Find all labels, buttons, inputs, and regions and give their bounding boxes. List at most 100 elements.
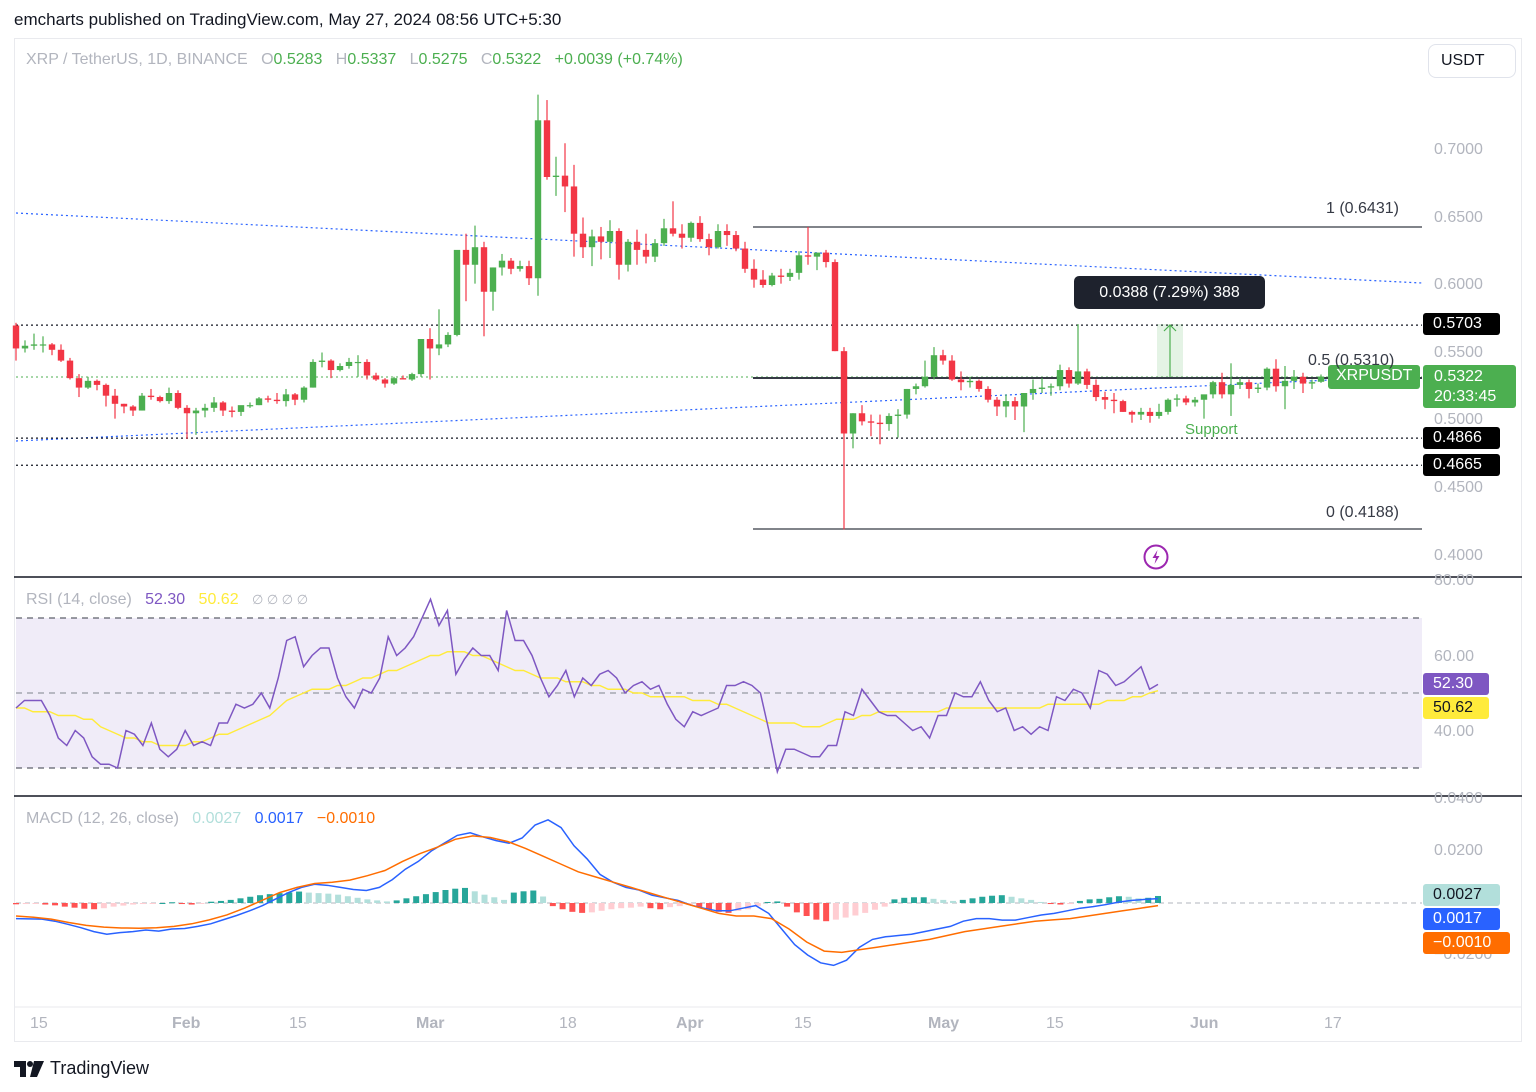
macd-histogram-bar [208, 901, 215, 903]
price-tick: 0.6500 [1434, 209, 1483, 226]
macd-line [15, 818, 1159, 967]
macd-histogram-bar [296, 891, 303, 903]
candle-body [741, 248, 749, 269]
rsi-value: 52.30 [145, 591, 186, 608]
macd-histogram-bar [1096, 898, 1103, 903]
candle-body [1191, 399, 1199, 403]
candle-body [579, 233, 587, 248]
candle-body [939, 355, 947, 361]
candle-body [984, 388, 992, 400]
macd-histogram-bar [725, 903, 732, 913]
candle-body [1164, 399, 1172, 412]
symbol-title: XRP / TetherUS, 1D, BINANCE [26, 51, 248, 68]
macd-histogram-bar [666, 903, 673, 908]
close-value: 0.5322 [492, 51, 542, 68]
candle-body [507, 260, 515, 269]
candle-body [48, 344, 56, 350]
macd-histogram-bar [393, 900, 400, 903]
macd-histogram-bar [501, 899, 508, 903]
candle-body [561, 175, 569, 187]
candle-body [597, 236, 605, 242]
macd-histogram-bar [81, 903, 88, 909]
candle-body [1227, 384, 1235, 395]
macd-histogram-bar [1008, 896, 1015, 903]
candle-body [534, 120, 542, 279]
candle-body [1254, 387, 1262, 389]
lightning-icon[interactable] [1143, 544, 1169, 570]
time-axis-label: Feb [172, 1015, 201, 1032]
macd-histogram-bar [901, 897, 908, 903]
macd-histogram-bar [569, 903, 576, 912]
candle-body [1290, 376, 1298, 381]
macd-histogram-bar [1028, 899, 1035, 903]
macd-histogram-bar [354, 897, 361, 903]
macd-histogram-bar [588, 903, 595, 913]
candle-body [1317, 376, 1325, 382]
time-axis-label: Mar [416, 1015, 445, 1032]
macd-histogram-bar [149, 903, 156, 904]
resistance-trendline [15, 212, 1423, 284]
currency-button[interactable]: USDT [1428, 44, 1516, 78]
rsi-ma-line [16, 651, 1159, 747]
candle-body [138, 395, 146, 411]
candle-body [786, 272, 794, 277]
candle-body [75, 378, 83, 388]
macd-histogram-bar [120, 903, 127, 906]
price-tick: 0.4000 [1434, 547, 1483, 564]
bar-countdown: 20:33:45 [1434, 388, 1497, 405]
rsi-legend: RSI (14, close) 52.30 50.62 ∅ ∅ ∅ ∅ [26, 591, 308, 609]
candle-body [390, 378, 398, 384]
macd-histogram-bar [139, 903, 146, 905]
candle-body [624, 241, 632, 265]
macd-histogram-bar [1076, 900, 1083, 903]
macd-histogram-bar [1086, 899, 1093, 903]
candle-body [831, 262, 839, 352]
candle-body [705, 239, 713, 248]
candle-body [570, 186, 578, 234]
candle-body [255, 398, 263, 406]
price-tick: 0.6000 [1434, 276, 1483, 293]
symbol-name-tag: XRPUSDT [1328, 365, 1421, 389]
macd-histogram-bar [696, 903, 703, 908]
candle-body [894, 414, 902, 416]
macd-histogram-bar [1047, 903, 1054, 905]
candle-body [921, 376, 929, 387]
candle-body [858, 413, 866, 422]
rsi-title: RSI (14, close) [26, 591, 132, 608]
macd-histogram-bar [344, 896, 351, 903]
candle-body [417, 339, 425, 375]
brand-name: TradingView [50, 1058, 150, 1078]
macd-histogram-bar [520, 891, 527, 903]
rsi-line [15, 597, 1159, 775]
candle-body [1281, 380, 1289, 387]
candle-body [471, 247, 479, 265]
macd-histogram-bar [491, 897, 498, 903]
macd-histogram-tag: 0.0027 [1423, 884, 1500, 906]
rsi-tick: 40.00 [1434, 723, 1475, 740]
candle-body [174, 393, 182, 408]
macd-signal-tag: −0.0010 [1423, 932, 1510, 954]
candle-body [1137, 411, 1145, 415]
macd-histogram-bar [178, 903, 185, 905]
macd-histogram-bar [579, 903, 586, 913]
macd-histogram-bar [169, 902, 176, 904]
candle-body [795, 255, 803, 273]
macd-histogram-bar [530, 890, 537, 903]
candle-body [309, 361, 317, 388]
candle-body [1083, 371, 1091, 385]
candle-body [1218, 382, 1226, 395]
macd-histogram-bar [1145, 897, 1152, 903]
macd-histogram-bar [266, 894, 273, 903]
macd-histogram-bar [706, 903, 713, 910]
time-axis-label: 15 [794, 1015, 812, 1032]
macd-histogram-bar [432, 892, 439, 903]
candle-body [273, 399, 281, 402]
macd-histogram-bar [188, 903, 195, 905]
tradingview-logo[interactable]: TradingView [14, 1058, 149, 1079]
candle-body [1011, 401, 1019, 407]
macd-histogram-bar [1057, 903, 1064, 905]
candle-body [723, 231, 731, 236]
macd-histogram-bar [1037, 901, 1044, 903]
candle-body [291, 394, 299, 400]
